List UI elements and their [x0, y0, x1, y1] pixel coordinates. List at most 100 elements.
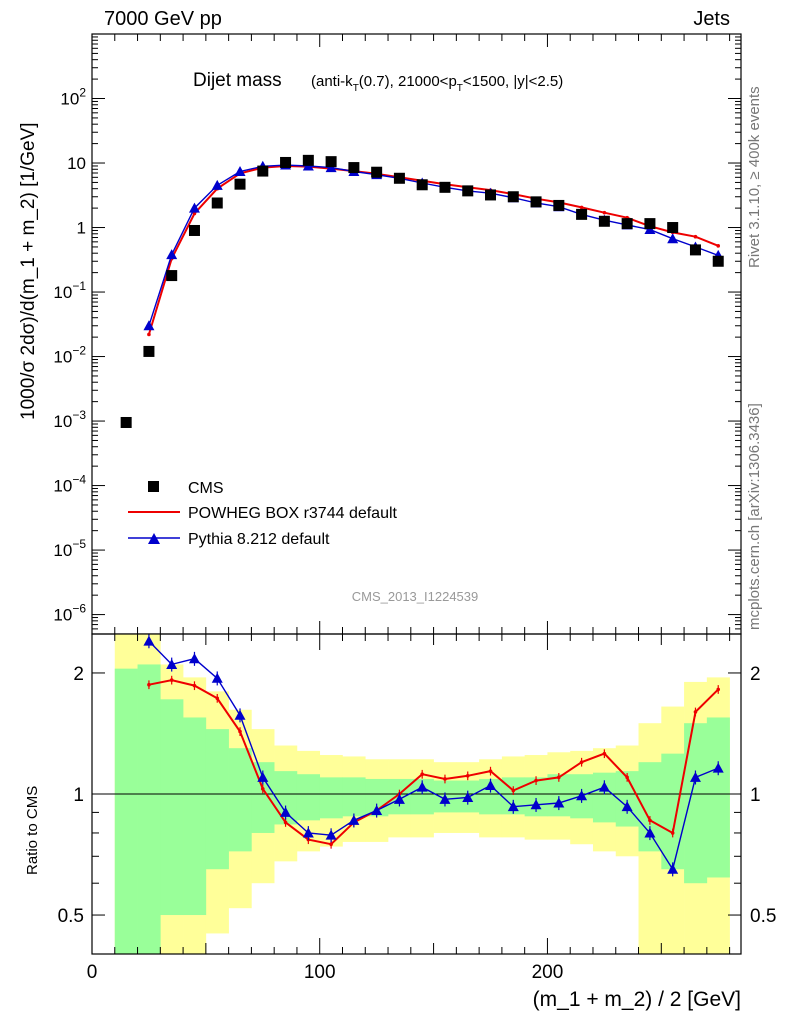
ratio-y-tick-label-right: 0.5 — [750, 906, 776, 927]
analysis-label: CMS_2013_I1224539 — [352, 589, 479, 604]
ratio-y-tick-label-left: 1 — [73, 785, 84, 806]
ratio-y-tick-label-right: 2 — [750, 664, 761, 685]
pythia-point — [211, 179, 223, 190]
cms-point — [393, 172, 405, 184]
powheg-point — [579, 205, 584, 210]
ratio-y-tick-label-right: 1 — [750, 785, 761, 806]
ratio-pythia-point — [257, 771, 269, 782]
main-y-tick-label: 102 — [60, 86, 86, 109]
ratio-plot-area — [92, 634, 741, 954]
ratio-powheg-point — [329, 842, 333, 847]
cms-point — [211, 197, 223, 209]
main-plot-area — [120, 154, 724, 428]
ratio-band-inner — [228, 748, 252, 852]
main-y-tick-label: 10−3 — [53, 408, 86, 431]
mcplots-reference-label: mcplots.cern.ch [arXiv:1306.3436] — [746, 403, 763, 630]
cms-point — [667, 222, 679, 234]
ratio-y-tick-label-left: 2 — [73, 664, 84, 685]
ratio-powheg-point — [557, 775, 561, 780]
ratio-band-inner — [274, 771, 298, 825]
rivet-version-label: Rivet 3.1.10, ≥ 400k events — [746, 86, 763, 268]
main-y-tick-label: 10−4 — [53, 473, 86, 496]
powheg-line — [147, 164, 719, 335]
pythia-point — [667, 233, 679, 244]
ratio-powheg-point — [192, 683, 197, 688]
ratio-pythia-point — [462, 792, 474, 803]
ratio-pythia-point — [530, 799, 542, 810]
ratio-powheg-point — [443, 777, 447, 781]
cms-point — [143, 345, 155, 357]
cms-point — [689, 244, 701, 256]
ratio-powheg-point — [215, 696, 220, 701]
powheg-point — [693, 234, 698, 239]
cms-point — [371, 166, 383, 178]
x-tick-label: 200 — [532, 962, 564, 983]
legend-marker-pythia — [148, 533, 160, 544]
cms-point — [325, 156, 337, 168]
main-y-axis-label: 1000/σ 2dσ)/d(m_1 + m_2) [1/GeV] — [18, 122, 39, 420]
main-panel: 102 10 1 10−1 10−2 10−3 10−4 10−5 10−6 Dijet mas… — [18, 33, 742, 635]
ratio-band-inner — [183, 717, 207, 916]
ratio-powheg-point — [670, 831, 675, 835]
ratio-pythia-point — [576, 790, 588, 801]
main-y-tick-label: 10−6 — [53, 602, 86, 625]
pythia-line — [148, 164, 719, 327]
cms-point — [280, 156, 292, 168]
ratio-powheg-point — [465, 773, 470, 778]
ratio-pythia-line — [148, 640, 719, 871]
ratio-powheg-point — [716, 687, 721, 692]
ratio-powheg-point — [260, 787, 265, 791]
ratio-band-inner — [160, 699, 184, 916]
header-category-label: Jets — [693, 8, 730, 30]
main-y-tick-label: 10−5 — [53, 537, 86, 560]
x-tick-label: 100 — [304, 962, 336, 983]
ratio-powheg-point — [648, 818, 652, 823]
ratio-band-inner — [342, 777, 366, 817]
legend-item-pythia: Pythia 8.212 default — [128, 531, 330, 548]
cms-point — [485, 189, 497, 201]
pythia-point — [143, 320, 155, 331]
cms-point — [644, 218, 656, 230]
cms-point — [598, 215, 610, 227]
cms-point — [507, 191, 519, 203]
ratio-axis-ticks: 2 2 1 1 0.5 0.5 0 100 200 — [58, 634, 776, 983]
header-beam-label: 7000 GeV pp — [104, 8, 222, 30]
x-axis-label: (m_1 + m_2) / 2 [GeV] — [533, 988, 741, 1011]
ratio-pythia-point — [507, 801, 519, 812]
main-y-tick-label: 10 — [67, 154, 86, 173]
cms-point — [302, 154, 314, 166]
powheg-point — [602, 210, 607, 215]
ratio-pythia-point — [280, 806, 292, 817]
ratio-band-inner — [592, 772, 617, 823]
ratio-pythia-point — [302, 827, 314, 838]
ratio-y-tick-label-left: 0.5 — [58, 906, 84, 927]
pythia-point — [166, 249, 178, 260]
ratio-band-inner — [661, 753, 685, 870]
ratio-powheg-point — [420, 772, 424, 777]
cms-point — [257, 165, 269, 177]
powheg-point — [147, 332, 151, 337]
legend-label-pythia: Pythia 8.212 default — [188, 531, 330, 548]
ratio-band-inner — [684, 723, 708, 884]
ratio-pythia-point — [553, 797, 565, 808]
ratio-pythia-point — [143, 635, 155, 646]
cms-point — [416, 179, 428, 191]
ratio-pythia-point — [689, 771, 701, 782]
legend-label-powheg: POWHEG BOX r3744 default — [188, 505, 398, 522]
ratio-band-inner — [706, 717, 730, 878]
ratio-band-inner — [547, 774, 571, 817]
ratio-powheg-point — [488, 769, 493, 773]
ratio-band-inner — [524, 777, 548, 817]
legend: CMS POWHEG BOX r3744 default Pythia 8.21… — [128, 480, 398, 548]
ratio-band-inner — [137, 664, 161, 954]
x-tick-label: 0 — [87, 962, 98, 983]
ratio-pythia-point — [166, 658, 178, 669]
ratio-band-inner — [638, 762, 662, 852]
cms-point — [120, 416, 132, 428]
legend-label-cms: CMS — [188, 480, 224, 497]
cms-point — [530, 196, 542, 208]
ratio-powheg-point — [602, 751, 607, 756]
cms-point — [348, 162, 360, 174]
pythia-point — [188, 202, 200, 213]
